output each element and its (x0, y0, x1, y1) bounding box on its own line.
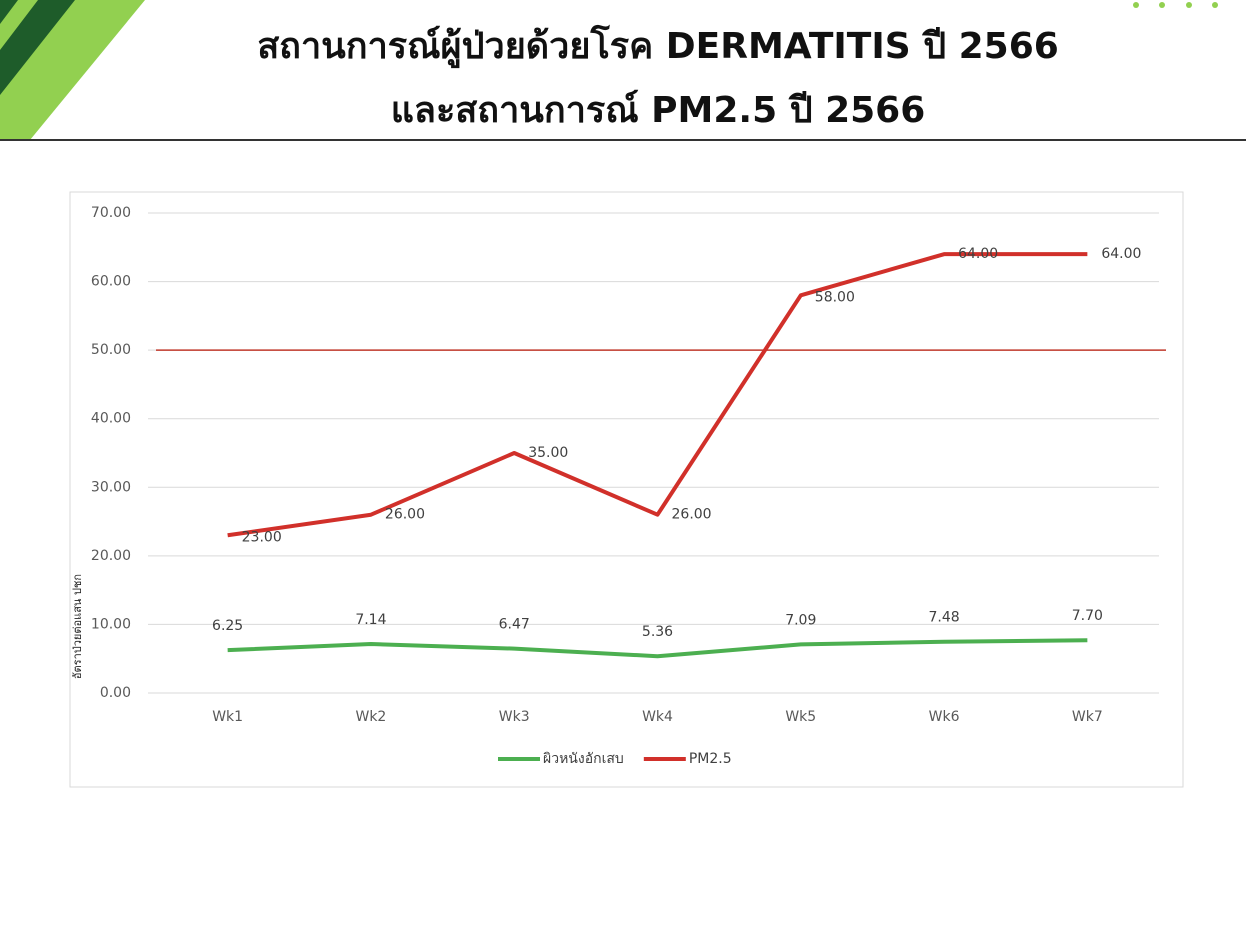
data-label: 7.48 (928, 610, 959, 626)
data-label: 7.14 (355, 612, 386, 628)
data-label: 64.00 (1101, 246, 1141, 262)
header-stripe (0, 0, 18, 24)
y-axis-label: อัตราป่วยต่อแสน ปชก (71, 574, 84, 679)
x-tick-label: Wk2 (355, 709, 386, 725)
header-dots (1133, 2, 1218, 8)
data-label: 64.00 (958, 246, 998, 262)
data-label: 6.47 (499, 617, 530, 633)
y-tick-label: 40.00 (91, 411, 131, 427)
x-tick-label: Wk7 (1072, 709, 1103, 725)
chart: 0.00 10.00 20.00 30.00 40.00 50.00 60.00 70.00 อ… (71, 205, 1166, 767)
data-label: 7.70 (1072, 608, 1103, 624)
x-tick-label: Wk4 (642, 709, 673, 725)
y-tick-label: 30.00 (91, 479, 131, 495)
legend-label: PM2.5 (689, 751, 732, 767)
x-tick-label: Wk3 (499, 709, 530, 725)
y-tick-label: 50.00 (91, 342, 131, 358)
data-label: 7.09 (785, 612, 816, 628)
data-label: 35.00 (528, 445, 568, 461)
chart-frame (69, 191, 1184, 788)
data-label: 6.25 (212, 618, 243, 634)
title: และสถานการณ์ PM2.5 ปี 2566 (391, 89, 926, 131)
data-label: 58.00 (815, 289, 855, 305)
legend-label: ผิวหนังอักเสบ (543, 751, 624, 767)
y-tick-label: 10.00 (91, 616, 131, 632)
data-label: 26.00 (672, 507, 712, 523)
y-tick-label: 60.00 (91, 274, 131, 290)
y-tick-label: 20.00 (91, 548, 131, 564)
data-label: 26.00 (385, 507, 425, 523)
x-tick-label: Wk1 (212, 709, 243, 725)
header-stripe (0, 0, 38, 50)
title: สถานการณ์ผู้ป่วยด้วยโรค DERMATITIS ปี 25… (257, 24, 1059, 69)
x-tick-label: Wk6 (929, 709, 960, 725)
series-line (227, 638, 1088, 659)
y-tick-label: 70.00 (91, 205, 131, 221)
series-line (227, 252, 1088, 538)
y-tick-label: 0.00 (100, 685, 131, 701)
data-label: 5.36 (642, 624, 673, 640)
x-tick-label: Wk5 (785, 709, 816, 725)
data-label: 23.00 (242, 529, 282, 545)
